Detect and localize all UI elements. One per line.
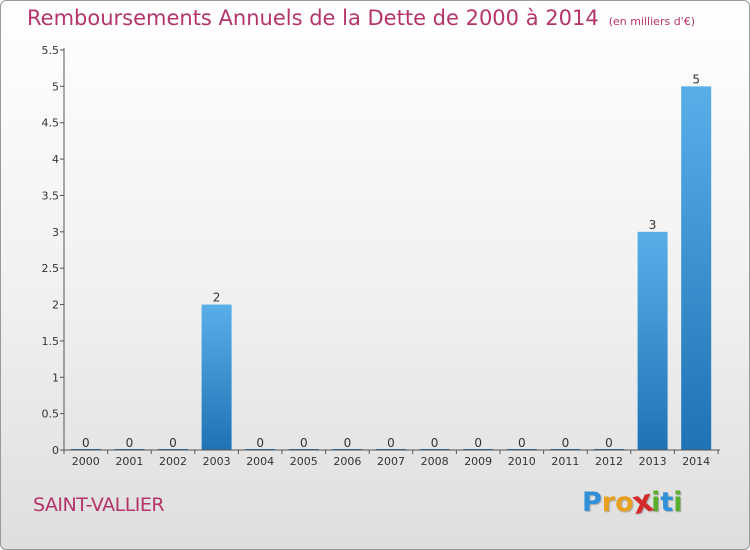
y-tick-label: 5.5 — [42, 44, 60, 57]
y-tick-label: 0.5 — [42, 408, 60, 421]
y-tick-label: 4 — [52, 153, 59, 166]
logo-letter: P — [582, 487, 602, 518]
bar-value-label: 0 — [126, 436, 134, 450]
bar-value-label: 0 — [300, 436, 308, 450]
bar-value-label: 0 — [518, 436, 526, 450]
y-tick-label: 2 — [52, 299, 59, 312]
x-tick-label: 2003 — [203, 455, 231, 468]
x-tick-label: 2006 — [333, 455, 361, 468]
bar-value-label: 0 — [431, 436, 439, 450]
x-tick-label: 2012 — [595, 455, 623, 468]
logo-letter: i — [673, 487, 683, 518]
x-tick-label: 2005 — [290, 455, 318, 468]
bar-value-label: 3 — [649, 218, 657, 232]
x-tick-label: 2008 — [421, 455, 449, 468]
bar-value-label: 0 — [562, 436, 570, 450]
x-axis: 2000 2001 2002 2003 2004 2005 2006 2007 2008 2009… — [63, 449, 720, 468]
bar-value-label: 0 — [344, 436, 352, 450]
proxiti-logo: Proxiti — [582, 483, 683, 522]
y-tick-label: 5 — [52, 80, 59, 93]
bars-group: 0 0 0 2 0 0 0 0 0 0 0 0 0 3 5 — [70, 72, 712, 450]
x-tick-label: 2004 — [246, 455, 274, 468]
y-tick-label: 0 — [52, 444, 59, 457]
x-tick-label: 2001 — [115, 455, 143, 468]
y-tick-label: 4.5 — [42, 117, 60, 130]
y-tick-label: 3.5 — [42, 189, 60, 202]
bar-value-label: 2 — [213, 291, 221, 305]
logo-letter: r — [601, 487, 616, 518]
y-tick-label: 3 — [52, 226, 59, 239]
bar — [637, 231, 668, 450]
commune-name: SAINT-VALLIER — [33, 494, 165, 516]
x-tick-label: 2000 — [72, 455, 100, 468]
y-tick-label: 1.5 — [42, 335, 60, 348]
y-axis: 0 0.5 1 1.5 2 2.5 3 3.5 4 4.5 5 5.5 — [42, 44, 65, 457]
x-tick-label: 2007 — [377, 455, 405, 468]
bar — [681, 86, 712, 450]
bar-value-label: 0 — [256, 436, 264, 450]
bar-value-label: 0 — [474, 436, 482, 450]
bar-value-label: 0 — [605, 436, 613, 450]
bar-value-label: 0 — [387, 436, 395, 450]
x-tick-label: 2002 — [159, 455, 187, 468]
y-tick-label: 2.5 — [42, 262, 60, 275]
x-tick-label: 2013 — [639, 455, 667, 468]
bar-value-label: 0 — [169, 436, 177, 450]
x-tick-label: 2009 — [464, 455, 492, 468]
bar — [201, 304, 232, 450]
chart-title-text: Remboursements Annuels de la Dette de 20… — [27, 6, 599, 30]
bar-value-label: 0 — [82, 436, 90, 450]
bar-value-label: 5 — [692, 72, 700, 86]
logo-letter: i — [651, 487, 661, 518]
logo-letter: t — [660, 487, 674, 518]
logo-letter: o — [615, 487, 634, 518]
x-tick-label: 2010 — [508, 455, 536, 468]
y-tick-label: 1 — [52, 371, 59, 384]
x-tick-label: 2014 — [682, 455, 710, 468]
chart-subtitle: (en milliers d'€) — [608, 15, 695, 28]
x-tick-label: 2011 — [551, 455, 579, 468]
chart-title: Remboursements Annuels de la Dette de 20… — [27, 6, 695, 30]
